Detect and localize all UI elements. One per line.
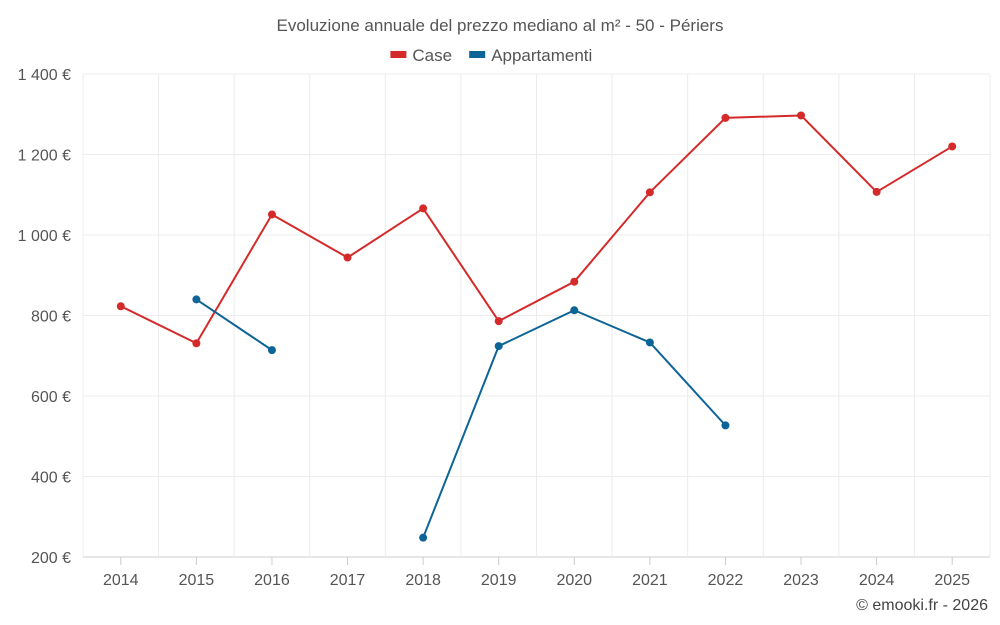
- y-tick-label: 1 400 €: [18, 67, 71, 84]
- data-point[interactable]: [797, 111, 806, 120]
- x-tick-label: 2019: [481, 572, 517, 589]
- series-layer: [116, 111, 957, 542]
- series-line: [422, 309, 727, 539]
- y-tick-label: 600 €: [31, 389, 71, 406]
- x-tick-label: 2021: [632, 572, 668, 589]
- series-appartamenti: [192, 295, 730, 542]
- data-point[interactable]: [721, 421, 730, 430]
- legend-swatch: [469, 51, 486, 58]
- data-point[interactable]: [872, 187, 881, 196]
- x-tick-label: 2016: [254, 572, 290, 589]
- series-line: [195, 298, 273, 351]
- data-point[interactable]: [494, 342, 503, 351]
- grid: [82, 73, 991, 558]
- x-tick-label: 2023: [783, 572, 819, 589]
- data-point[interactable]: [570, 306, 579, 315]
- y-tick-label: 200 €: [31, 550, 71, 567]
- data-point[interactable]: [116, 302, 125, 311]
- legend: Case Appartamenti: [390, 46, 592, 65]
- x-tick-label: 2014: [103, 572, 139, 589]
- y-axis: 200 € 400 € 600 € 800 € 1 000 € 1 200 € 1 400 …: [18, 67, 71, 567]
- series-line: [120, 114, 953, 345]
- data-point[interactable]: [267, 346, 276, 355]
- legend-swatch: [390, 51, 407, 58]
- y-tick-label: 800 €: [31, 309, 71, 326]
- legend-item[interactable]: Case: [412, 46, 452, 65]
- x-tick-label: 2022: [708, 572, 744, 589]
- data-point[interactable]: [343, 253, 352, 262]
- x-tick-label: 2015: [179, 572, 215, 589]
- series-case: [116, 111, 957, 348]
- data-point[interactable]: [419, 533, 428, 542]
- data-point[interactable]: [721, 113, 730, 122]
- data-point[interactable]: [494, 317, 503, 326]
- data-point[interactable]: [570, 277, 579, 286]
- legend-item[interactable]: Appartamenti: [491, 46, 592, 65]
- chart-title: Evoluzione annuale del prezzo mediano al…: [277, 16, 724, 35]
- data-point[interactable]: [267, 210, 276, 219]
- y-tick-label: 1 000 €: [18, 228, 71, 245]
- credit-text: © emooki.fr - 2026: [856, 597, 988, 614]
- data-point[interactable]: [645, 188, 654, 197]
- x-tick-label: 2018: [405, 572, 441, 589]
- x-tick-label: 2017: [330, 572, 366, 589]
- data-point[interactable]: [192, 339, 201, 348]
- x-axis: 2014 2015 2016 2017 2018 2019 2020 2021 2022 2023…: [103, 557, 970, 589]
- x-tick-label: 2020: [556, 572, 592, 589]
- x-tick-label: 2025: [934, 572, 970, 589]
- data-point[interactable]: [645, 338, 654, 347]
- data-point[interactable]: [948, 142, 957, 151]
- y-tick-label: 400 €: [31, 470, 71, 487]
- data-point[interactable]: [419, 204, 428, 213]
- data-point[interactable]: [192, 295, 201, 304]
- y-tick-label: 1 200 €: [18, 148, 71, 165]
- x-tick-label: 2024: [859, 572, 895, 589]
